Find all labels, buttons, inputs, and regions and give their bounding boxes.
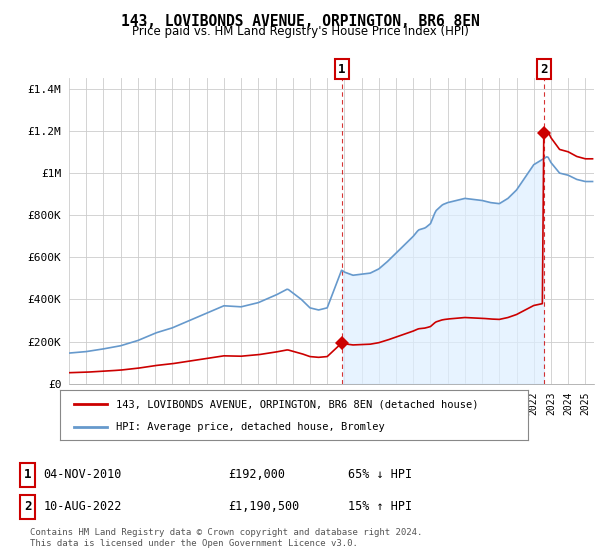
Text: 10-AUG-2022: 10-AUG-2022 [43,500,122,514]
Text: 1: 1 [338,63,346,76]
Text: Contains HM Land Registry data © Crown copyright and database right 2024.
This d: Contains HM Land Registry data © Crown c… [30,528,422,548]
Text: HPI: Average price, detached house, Bromley: HPI: Average price, detached house, Brom… [116,422,385,432]
Text: Price paid vs. HM Land Registry's House Price Index (HPI): Price paid vs. HM Land Registry's House … [131,25,469,38]
Text: 2: 2 [24,500,31,514]
Text: 65% ↓ HPI: 65% ↓ HPI [348,468,412,482]
Text: 143, LOVIBONDS AVENUE, ORPINGTON, BR6 8EN (detached house): 143, LOVIBONDS AVENUE, ORPINGTON, BR6 8E… [116,399,479,409]
Text: 143, LOVIBONDS AVENUE, ORPINGTON, BR6 8EN: 143, LOVIBONDS AVENUE, ORPINGTON, BR6 8E… [121,14,479,29]
Text: £1,190,500: £1,190,500 [228,500,299,514]
Text: 15% ↑ HPI: 15% ↑ HPI [348,500,412,514]
Text: 1: 1 [24,468,31,482]
Text: 2: 2 [541,63,548,76]
Text: 04-NOV-2010: 04-NOV-2010 [43,468,122,482]
Text: £192,000: £192,000 [228,468,285,482]
